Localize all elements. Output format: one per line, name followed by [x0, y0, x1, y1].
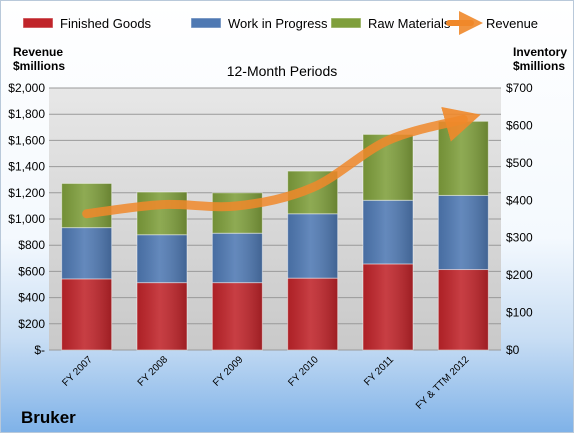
legend-raw-materials-label: Raw Materials [368, 16, 451, 31]
right-axis-ticks: $0 $100 $200 $300 $400 $500 $600 $700 [506, 81, 533, 357]
left-tick-label: $2,000 [8, 81, 45, 95]
right-tick-label: $700 [506, 81, 533, 95]
category-label: FY 2011 [362, 354, 396, 388]
left-tick-label: $1,200 [8, 186, 45, 200]
right-tick-label: $100 [506, 306, 533, 320]
bar-finished-goods-shade [288, 278, 338, 350]
bar-work-in-progress-shade [363, 200, 413, 264]
bar-work-in-progress-shade [438, 195, 488, 269]
category-label: FY & TTM 2012 [414, 354, 472, 412]
legend: Finished Goods Work in Progress Raw Materi… [23, 16, 538, 31]
category-label: FY 2007 [60, 354, 95, 389]
left-tick-label: $400 [18, 291, 45, 305]
bar-work-in-progress-shade [212, 233, 262, 282]
left-axis-ticks: $- $200 $400 $600 $800 $1,000 $1,200 $1,400 $1,6… [8, 81, 45, 357]
bar-work-in-progress-shade [62, 228, 112, 279]
left-axis-title-line2: $millions [13, 59, 65, 73]
legend-finished-goods-label: Finished Goods [60, 16, 152, 31]
left-tick-label: $1,600 [8, 133, 45, 147]
chart-subtitle: 12-Month Periods [227, 63, 338, 79]
bar-finished-goods-shade [212, 283, 262, 350]
company-name: Bruker [21, 408, 76, 427]
bar-finished-goods-shade [363, 264, 413, 350]
category-label: FY 2008 [136, 354, 171, 389]
left-tick-label: $1,800 [8, 107, 45, 121]
right-tick-label: $400 [506, 193, 533, 207]
left-tick-label: $200 [18, 317, 45, 331]
category-label: FY 2009 [211, 354, 246, 389]
bar-finished-goods-shade [438, 270, 488, 350]
right-tick-label: $200 [506, 268, 533, 282]
legend-work-in-progress-label: Work in Progress [228, 16, 328, 31]
left-tick-label: $1,000 [8, 212, 45, 226]
right-axis-title-line2: $millions [513, 59, 565, 73]
legend-finished-goods-swatch [23, 18, 53, 28]
legend-raw-materials-swatch [331, 18, 361, 28]
legend-revenue-label: Revenue [486, 16, 538, 31]
bar-raw-materials-shade [62, 183, 112, 227]
left-tick-label: $600 [18, 264, 45, 278]
left-axis-title-line1: Revenue [13, 45, 63, 59]
category-labels: FY 2007 FY 2008 FY 2009 FY 2010 FY 2011 FY & … [60, 354, 471, 412]
bar-raw-materials-shade [438, 121, 488, 195]
right-axis-title-line1: Inventory [513, 45, 567, 59]
right-tick-label: $300 [506, 231, 533, 245]
bar-finished-goods-shade [137, 283, 187, 350]
legend-work-in-progress-swatch [191, 18, 221, 28]
bar-raw-materials-shade [137, 192, 187, 235]
right-tick-label: $600 [506, 118, 533, 132]
bar-work-in-progress-shade [288, 214, 338, 278]
bar-work-in-progress-shade [137, 235, 187, 283]
left-tick-label: $800 [18, 238, 45, 252]
category-label: FY 2010 [286, 354, 321, 389]
left-tick-label: $- [34, 343, 45, 357]
right-tick-label: $500 [506, 156, 533, 170]
left-tick-label: $1,400 [8, 160, 45, 174]
bar-finished-goods-shade [62, 279, 112, 350]
bar-raw-materials-shade [212, 193, 262, 233]
right-tick-label: $0 [506, 343, 520, 357]
